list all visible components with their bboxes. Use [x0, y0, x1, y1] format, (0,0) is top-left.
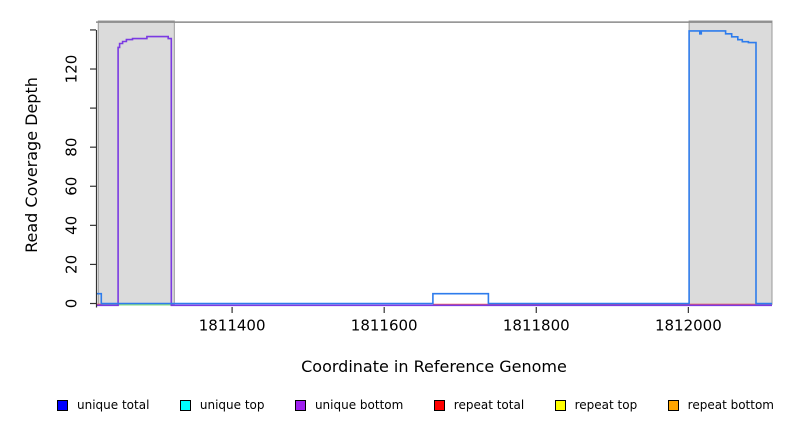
legend-label: unique top	[199, 398, 265, 412]
x-tick-label: 1811800	[503, 317, 570, 335]
legend-item-repeat-bottom: repeat bottom	[667, 398, 774, 412]
legend-swatch-icon	[667, 399, 679, 411]
series-unique-bottom	[96, 35, 772, 307]
legend-swatch-icon	[554, 399, 566, 411]
x-tick-label: 1812000	[655, 317, 722, 335]
legend-item-repeat-top: repeat top	[554, 398, 638, 412]
y-tick-label: 60	[63, 177, 81, 196]
x-tick-label: 1811400	[199, 317, 266, 335]
legend: unique total unique top unique bottom repea…	[0, 398, 792, 412]
legend-swatch-icon	[57, 399, 68, 411]
shaded-region	[688, 20, 773, 305]
legend-swatch-icon	[294, 399, 306, 411]
legend-swatch-icon	[179, 399, 191, 411]
y-tick-label: 40	[63, 216, 81, 235]
legend-label: repeat total	[453, 398, 525, 412]
legend-item-repeat-total: repeat total	[433, 398, 525, 412]
legend-label: unique bottom	[314, 398, 404, 412]
y-tick-label: 20	[63, 255, 81, 274]
legend-item-unique-bottom: unique bottom	[294, 398, 404, 412]
x-axis-title: Coordinate in Reference Genome	[301, 357, 567, 376]
legend-label: unique total	[77, 398, 150, 412]
x-tick-label: 1811600	[351, 317, 418, 335]
legend-swatch-icon	[433, 399, 445, 411]
shaded-region	[97, 20, 175, 305]
legend-label: repeat top	[574, 398, 638, 412]
y-axis-title: Read Coverage Depth	[22, 77, 41, 253]
legend-item-unique-top: unique top	[179, 398, 265, 412]
legend-label: repeat bottom	[687, 398, 774, 412]
y-tick-label: 0	[63, 299, 81, 309]
y-tick-label: 80	[63, 138, 81, 157]
legend-item-unique-total: unique total	[57, 398, 149, 412]
y-tick-label: 120	[63, 55, 81, 84]
series-unique-total	[96, 30, 772, 305]
